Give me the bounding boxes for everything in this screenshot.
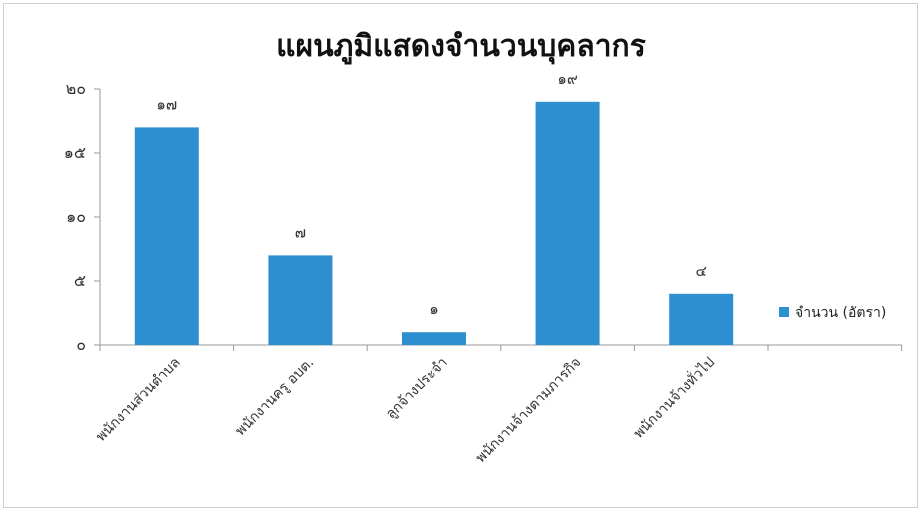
chart-title: แผนภูมิแสดงจำนวนบุคลากร <box>276 29 646 65</box>
chart-axes: ๐ ๕ ๑๐ ๑๕ ๒๐ <box>64 79 903 354</box>
chart-frame <box>3 3 918 508</box>
category-label: ลูกจ้างประจำ <box>383 355 451 423</box>
y-tick-label: ๑๕ <box>64 143 86 162</box>
bar <box>134 127 199 346</box>
bar <box>268 255 333 345</box>
legend: จำนวน (อัตรา) <box>779 305 886 321</box>
y-tick-label: ๒๐ <box>66 79 86 98</box>
y-tick-label: ๑๐ <box>66 207 86 226</box>
bar <box>402 332 466 345</box>
legend-swatch <box>779 307 789 317</box>
category-label: พนักงานจ้างทั่วไป <box>629 353 718 442</box>
legend-label: จำนวน (อัตรา) <box>795 305 886 321</box>
category-label: พนักงานส่วนตำบล <box>93 355 183 445</box>
bar <box>535 101 600 345</box>
bar-group <box>134 101 734 346</box>
data-label: ๑๗ <box>156 95 177 113</box>
data-label: ๑๙ <box>557 70 578 88</box>
category-label: พนักงานจ้างตามภารกิจ <box>473 355 585 467</box>
data-label: ๔ <box>696 262 707 280</box>
bar <box>669 293 734 345</box>
y-tick-label: ๕ <box>74 271 86 290</box>
data-label: ๑ <box>429 300 439 318</box>
category-label: พนักงานครู อบต. <box>233 355 318 440</box>
y-tick-label: ๐ <box>76 335 86 354</box>
data-label: ๗ <box>295 223 306 241</box>
